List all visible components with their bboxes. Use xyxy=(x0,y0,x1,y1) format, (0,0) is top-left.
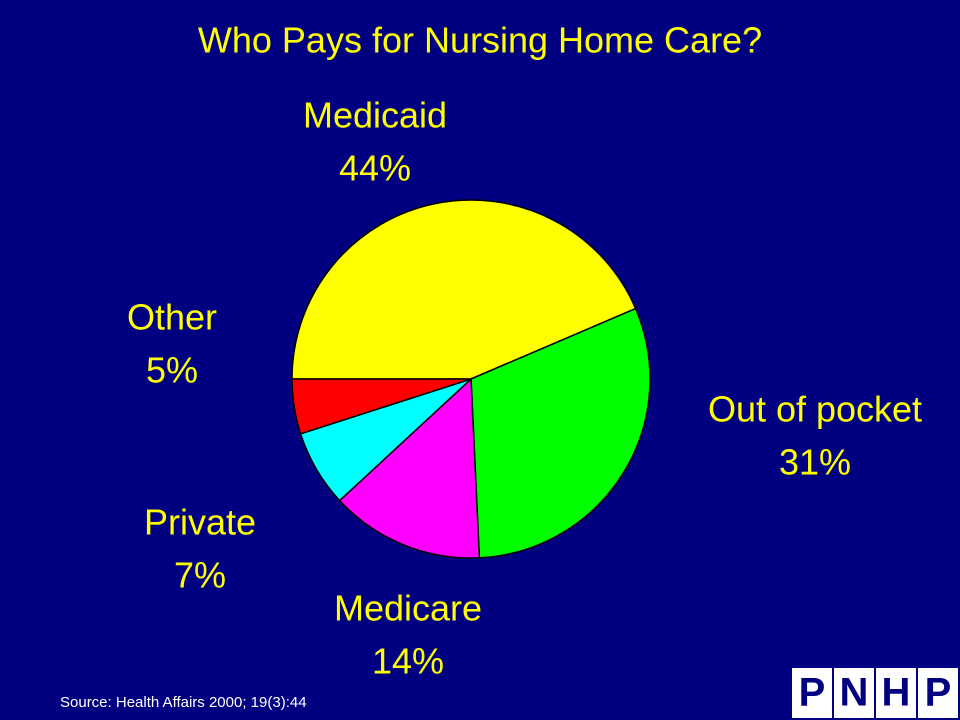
pie-slice xyxy=(291,378,472,435)
logo-letter: N xyxy=(840,671,869,715)
slice-label: Private xyxy=(144,502,256,543)
pie-slice xyxy=(338,377,481,559)
slice-value: 44% xyxy=(339,148,411,189)
logo-box xyxy=(792,668,832,718)
slice-label: Medicare xyxy=(334,588,482,629)
logo-box xyxy=(834,668,874,718)
pie-slice xyxy=(291,199,637,380)
source: Source: Health Affairs 2000; 19(3):44 xyxy=(60,694,307,711)
slice-label: Other xyxy=(127,297,217,338)
slice-value: 14% xyxy=(372,641,444,682)
slice-value: 31% xyxy=(779,442,851,483)
slice-value: 7% xyxy=(174,555,226,596)
chart-title: Who Pays for Nursing Home Care? xyxy=(198,20,762,61)
logo-letter: P xyxy=(799,671,826,715)
slice-label: Out of pocket xyxy=(708,389,922,430)
logo-letter: H xyxy=(882,671,911,715)
logo-letter: P xyxy=(925,671,952,715)
slice-value: 5% xyxy=(146,350,198,391)
logo-box xyxy=(918,668,958,718)
logo-box xyxy=(876,668,916,718)
slice-label: Medicaid xyxy=(303,95,447,136)
pie-slice xyxy=(470,307,651,559)
